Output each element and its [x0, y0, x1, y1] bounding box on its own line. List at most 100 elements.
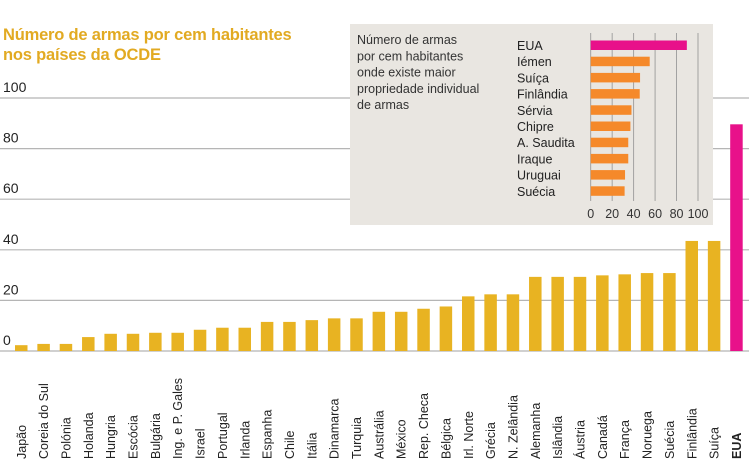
bar-3 [82, 337, 95, 351]
bar-16 [372, 311, 386, 351]
x-label: França [618, 420, 632, 459]
main-y-ticks: 0 20 40 60 80 100 [3, 79, 27, 348]
x-label: Rep. Checa [417, 393, 431, 459]
x-label: Ing. e P. Gales [171, 378, 185, 459]
inset-description-line: Número de armas [357, 33, 457, 47]
bar-20 [462, 296, 475, 351]
bar-26 [596, 275, 609, 351]
inset-bar-2 [590, 72, 641, 83]
x-label: Suíça [708, 427, 722, 459]
x-label: Bélgica [439, 418, 453, 459]
bar-28 [640, 273, 654, 351]
bar-29 [663, 273, 676, 351]
bar-27 [618, 274, 631, 351]
inset-category-label: Chipre [517, 120, 554, 134]
bar-30 [685, 240, 698, 351]
x-label: Noruega [641, 411, 655, 459]
x-label: Irl. Norte [462, 411, 476, 459]
inset-bar-4 [590, 105, 632, 115]
bar-14 [327, 318, 341, 351]
inset-category-label: Uruguai [517, 169, 561, 183]
x-label: Alemanha [529, 403, 543, 459]
x-label: México [395, 419, 409, 459]
x-label: Suécia [663, 421, 677, 459]
inset-x-tick-label: 0 [587, 207, 594, 221]
inset-bar-3 [590, 89, 640, 99]
inset-category-label: Suécia [517, 185, 555, 199]
inset-category-label: EUA [517, 39, 543, 53]
inset-bar-7 [590, 153, 629, 164]
x-label: Holanda [82, 412, 96, 459]
inset-x-tick-label: 60 [648, 207, 662, 221]
bar-5 [126, 333, 140, 351]
bar-21 [484, 294, 497, 351]
x-label: Polónia [59, 417, 73, 459]
y-tick-label: 80 [3, 130, 19, 146]
bar-23 [529, 276, 542, 351]
bar-7 [171, 332, 184, 351]
inset-description-line: por cem habitantes [357, 49, 463, 63]
bar-12 [283, 321, 296, 351]
x-label: Bulgária [149, 413, 163, 459]
x-label: Grécia [484, 422, 498, 459]
x-label: Espanha [261, 410, 275, 459]
inset-x-ticks: 0 20 40 60 80 100 [587, 207, 708, 221]
x-label: Israel [194, 428, 208, 459]
inset-x-tick-label: 20 [605, 207, 619, 221]
x-label: Islândia [551, 416, 565, 459]
x-label: EUA [730, 433, 744, 459]
x-label: Hungria [104, 415, 118, 459]
bar-19 [439, 306, 453, 351]
y-tick-label: 0 [3, 332, 11, 348]
inset-category-label: Suíça [517, 71, 549, 85]
inset-category-label: Iraque [517, 152, 552, 166]
bar-31 [707, 240, 721, 351]
x-label: Turquia [350, 417, 364, 459]
inset-description: Número de armas por cem habitantes onde ex… [357, 33, 479, 112]
inset-bar-6 [590, 137, 629, 148]
inset-description-line: de armas [357, 98, 409, 112]
main-bars [15, 124, 743, 351]
x-label: Coreia do Sul [37, 383, 51, 459]
inset-description-line: onde existe maior [357, 66, 456, 80]
inset-bar-9 [590, 186, 625, 196]
y-tick-label: 100 [3, 79, 27, 95]
y-tick-label: 20 [3, 281, 19, 297]
chart-title-line-1: Número de armas por cem habitantes [3, 26, 292, 44]
x-label: Irlanda [238, 421, 252, 459]
inset-x-tick-label: 100 [688, 207, 709, 221]
bar-1 [37, 343, 50, 351]
bar-22 [506, 294, 520, 351]
x-label: Austrália [372, 410, 386, 459]
x-label: N. Zelândia [506, 395, 520, 459]
x-label: Itália [305, 433, 319, 459]
bar-10 [238, 327, 251, 351]
inset-category-label: Sérvia [517, 104, 552, 118]
bar-17 [394, 311, 408, 351]
bar-25 [573, 276, 587, 351]
inset-bar-8 [590, 170, 626, 180]
inset-chart: Número de armas por cem habitantes onde ex… [350, 24, 713, 225]
inset-category-label: Iémen [517, 55, 552, 69]
bar-15 [350, 318, 363, 351]
y-tick-label: 40 [3, 231, 19, 247]
bar-0 [15, 345, 28, 351]
inset-category-label: Finlândia [517, 88, 568, 102]
inset-x-tick-label: 80 [670, 207, 684, 221]
chart-title: Número de armas por cem habitantes nos p… [3, 25, 292, 65]
inset-bar-5 [590, 121, 631, 131]
bar-32 [730, 124, 743, 351]
bar-18 [417, 308, 430, 351]
inset-x-tick-label: 40 [627, 207, 641, 221]
bar-13 [305, 320, 319, 351]
inset-bar-0 [590, 40, 687, 50]
bar-6 [149, 332, 162, 351]
x-label: Portugal [216, 412, 230, 459]
x-label: Dinamarca [328, 399, 342, 459]
y-tick-label: 60 [3, 180, 19, 196]
inset-bar-1 [590, 56, 650, 67]
bar-2 [59, 343, 73, 351]
x-label: Finlândia [685, 408, 699, 459]
x-label: Áustria [573, 420, 588, 459]
